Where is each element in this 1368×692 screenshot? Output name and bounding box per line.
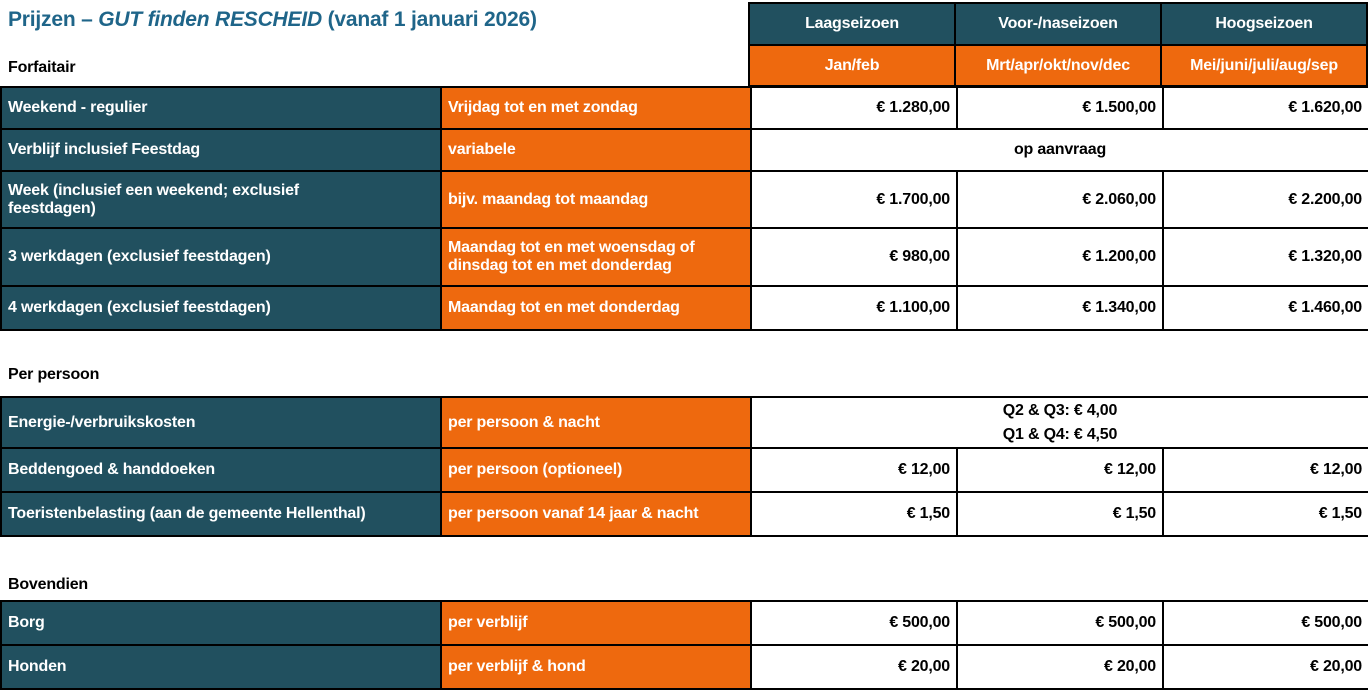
table-row: Beddengoed & handdoeken per persoon (opt…: [0, 447, 1368, 493]
row-desc-cell: Vrijdag tot en met zondag: [440, 86, 752, 130]
row-desc-cell: variabele: [440, 128, 752, 172]
section-heading-per-persoon: Per persoon: [8, 366, 100, 383]
row-label-cell: Honden: [0, 644, 442, 690]
on-request-cell: op aanvraag: [750, 128, 1368, 172]
row-desc-cell: per persoon (optioneel): [440, 447, 752, 493]
page-title: Prijzen – GUT finden RESCHEID (vanaf 1 j…: [8, 8, 537, 32]
price-cell: € 12,00: [750, 447, 958, 493]
row-label-cell: 4 werkdagen (exclusief feestdagen): [0, 285, 442, 331]
row-label-text: Week (inclusief een weekend; exclusief f…: [8, 181, 299, 217]
price-cell: € 1.500,00: [956, 86, 1164, 130]
row-label-cell: Week (inclusief een weekend; exclusief f…: [0, 170, 442, 229]
table-row: Toeristenbelasting (aan de gemeente Hell…: [0, 491, 1368, 537]
row-desc-cell: per verblijf: [440, 600, 752, 646]
price-cell: € 1,50: [1161, 491, 1368, 537]
row-desc-cell: Maandag tot en met woensdag of dinsdag t…: [440, 227, 752, 287]
table-row: Honden per verblijf & hond € 20,00 € 20,…: [0, 644, 1368, 690]
table-row: Week (inclusief een weekend; exclusief f…: [0, 170, 1368, 229]
price-cell: € 2.200,00: [1162, 170, 1368, 229]
price-cell: € 500,00: [956, 600, 1164, 646]
price-cell: € 20,00: [750, 644, 958, 690]
price-cell: € 20,00: [956, 644, 1164, 690]
price-cell: € 1.700,00: [750, 170, 958, 229]
season-cell-mid: Voor-/naseizoen: [954, 2, 1162, 46]
price-cell: € 1.460,00: [1162, 285, 1368, 331]
row-desc-cell: Maandag tot en met donderdag: [440, 285, 752, 331]
season-header-table: Laagseizoen Voor-/naseizoen Hoogseizoen …: [748, 2, 1368, 87]
table-row: Verblijf inclusief Feestdag variabele op…: [0, 128, 1368, 172]
bovendien-table: Borg per verblijf € 500,00 € 500,00 € 50…: [0, 600, 1368, 690]
price-cell: € 2.060,00: [956, 170, 1164, 229]
table-row: 4 werkdagen (exclusief feestdagen) Maand…: [0, 285, 1368, 331]
page-title-property-name: GUT finden RESCHEID: [98, 8, 322, 31]
months-cell-high: Mei/juni/juli/aug/sep: [1160, 44, 1368, 87]
energy-cost-line-1: Q2 & Q3: € 4,00: [1002, 401, 1118, 419]
row-desc-cell: per verblijf & hond: [440, 644, 752, 690]
table-row: Borg per verblijf € 500,00 € 500,00 € 50…: [0, 600, 1368, 646]
row-label-cell: Energie-/verbruikskosten: [0, 396, 442, 449]
table-row: 3 werkdagen (exclusief feestdagen) Maand…: [0, 227, 1368, 287]
row-label-cell: 3 werkdagen (exclusief feestdagen): [0, 227, 442, 287]
price-cell: € 500,00: [750, 600, 958, 646]
season-months-row: Jan/feb Mrt/apr/okt/nov/dec Mei/juni/jul…: [748, 44, 1368, 87]
row-label-cell: Verblijf inclusief Feestdag: [0, 128, 442, 172]
price-cell: € 1.280,00: [750, 86, 958, 130]
row-label-cell: Weekend - regulier: [0, 86, 442, 130]
price-cell: € 1,50: [956, 491, 1164, 537]
row-label-cell: Toeristenbelasting (aan de gemeente Hell…: [0, 491, 442, 537]
row-desc-cell: bijv. maandag tot maandag: [440, 170, 752, 229]
price-cell: € 1,50: [750, 491, 958, 537]
price-cell: € 12,00: [1161, 447, 1368, 493]
section-heading-forfaitair: Forfaitair: [8, 59, 76, 76]
forfaitair-table: Weekend - regulier Vrijdag tot en met zo…: [0, 86, 1368, 331]
energy-cost-line-2: Q1 & Q4: € 4,50: [1002, 425, 1118, 443]
per-persoon-table: Energie-/verbruikskosten per persoon & n…: [0, 396, 1368, 537]
price-cell: € 1.340,00: [956, 285, 1164, 331]
energy-cost-cell: Q2 & Q3: € 4,00 Q1 & Q4: € 4,50: [749, 396, 1368, 449]
season-cell-high: Hoogseizoen: [1160, 2, 1368, 46]
price-cell: € 500,00: [1162, 600, 1368, 646]
table-row: Energie-/verbruikskosten per persoon & n…: [0, 396, 1368, 449]
price-cell: € 980,00: [750, 227, 958, 287]
price-cell: € 12,00: [956, 447, 1164, 493]
row-desc-cell: per persoon & nacht: [440, 396, 752, 449]
section-heading-bovendien: Bovendien: [8, 576, 88, 593]
season-cell-low: Laagseizoen: [748, 2, 956, 46]
season-name-row: Laagseizoen Voor-/naseizoen Hoogseizoen: [748, 2, 1368, 46]
months-cell-mid: Mrt/apr/okt/nov/dec: [954, 44, 1162, 87]
table-row: Weekend - regulier Vrijdag tot en met zo…: [0, 86, 1368, 130]
page-title-prefix: Prijzen –: [8, 8, 99, 31]
page-title-suffix: (vanaf 1 januari 2026): [321, 8, 537, 31]
row-desc-cell: per persoon vanaf 14 jaar & nacht: [440, 491, 752, 537]
row-label-cell: Borg: [0, 600, 442, 646]
price-cell: € 1.100,00: [750, 285, 958, 331]
months-cell-low: Jan/feb: [748, 44, 956, 87]
price-cell: € 1.620,00: [1162, 86, 1368, 130]
price-cell: € 20,00: [1162, 644, 1368, 690]
price-cell: € 1.200,00: [956, 227, 1164, 287]
price-cell: € 1.320,00: [1162, 227, 1368, 287]
row-label-cell: Beddengoed & handdoeken: [0, 447, 442, 493]
